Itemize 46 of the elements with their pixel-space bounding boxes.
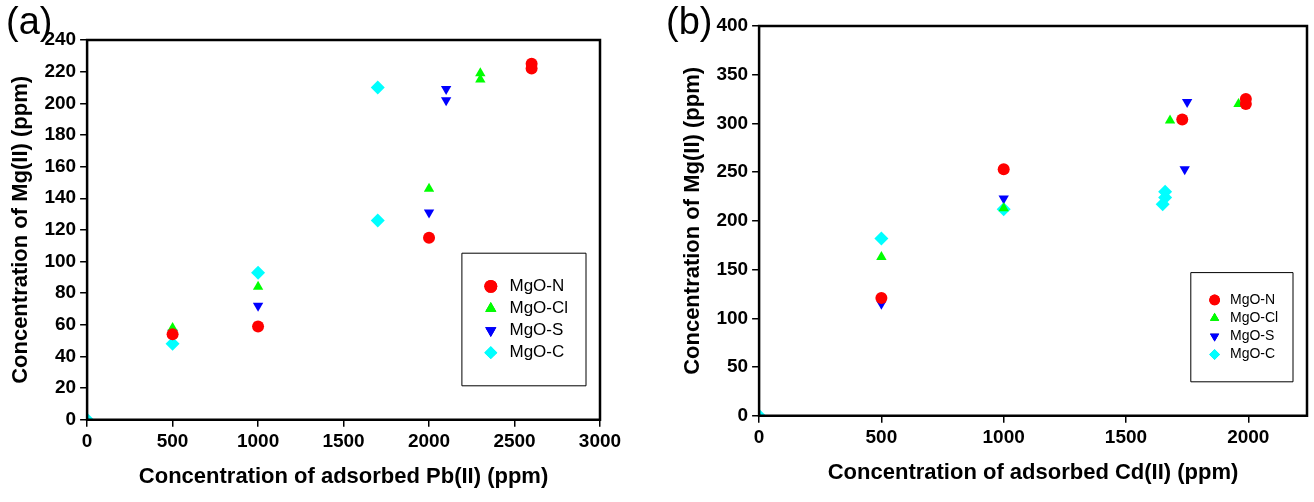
legend-label: MgO-Cl	[509, 298, 569, 318]
x-tick-label: 3000	[578, 430, 622, 452]
x-tick-label: 1500	[1104, 426, 1148, 448]
y-tick-label: 0	[65, 408, 77, 430]
y-axis-title: Concentration of Mg(II) (ppm)	[7, 75, 33, 384]
y-tick-label: 160	[44, 154, 77, 176]
y-tick-label: 20	[54, 376, 77, 398]
y-tick-label: 150	[716, 257, 749, 279]
y-axis-title: Concentration of Mg(II) (ppm)	[679, 66, 705, 375]
x-tick-label: 0	[81, 430, 93, 452]
x-axis-title: Concentration of adsorbed Pb(II) (ppm)	[138, 462, 549, 488]
legend-label: MgO-Cl	[1230, 308, 1279, 325]
y-tick-label: 40	[54, 344, 77, 366]
y-tick-label: 350	[716, 62, 749, 84]
x-tick-label: 1000	[236, 430, 280, 452]
x-tick-label: 500	[865, 426, 898, 448]
legend-label: MgO-C	[1230, 345, 1276, 362]
x-tick-label: 0	[753, 426, 765, 448]
x-axis-title: Concentration of adsorbed Cd(II) (ppm)	[827, 458, 1239, 484]
x-tick-label: 500	[156, 430, 189, 452]
x-tick-label: 1500	[322, 430, 365, 452]
y-tick-label: 120	[44, 218, 77, 240]
legend-label: MgO-C	[509, 342, 565, 362]
y-tick-label: 220	[44, 59, 77, 81]
y-tick-label: 140	[44, 186, 77, 208]
x-tick-label: 2500	[493, 430, 536, 452]
x-tick-label: 2000	[407, 430, 451, 452]
legend-label: MgO-S	[509, 320, 564, 340]
y-tick-label: 100	[44, 249, 77, 271]
x-tick-label: 2000	[1227, 426, 1270, 448]
y-tick-label: 250	[716, 160, 749, 182]
y-tick-label: 0	[737, 404, 749, 426]
y-tick-label: 100	[716, 306, 749, 328]
y-tick-label: 200	[716, 209, 749, 231]
y-tick-label: 60	[54, 313, 77, 335]
legend-label: MgO-N	[1230, 290, 1276, 307]
y-tick-label: 180	[44, 123, 77, 145]
y-tick-label: 400	[716, 14, 749, 36]
legend-label: MgO-S	[1230, 327, 1275, 344]
y-tick-label: 200	[44, 91, 77, 113]
chart-title: (b)	[666, 0, 713, 43]
y-tick-label: 80	[54, 281, 77, 303]
y-tick-label: 300	[716, 111, 749, 133]
y-tick-label: 50	[726, 355, 749, 377]
legend-label: MgO-N	[509, 276, 565, 296]
x-tick-label: 1000	[982, 426, 1025, 448]
